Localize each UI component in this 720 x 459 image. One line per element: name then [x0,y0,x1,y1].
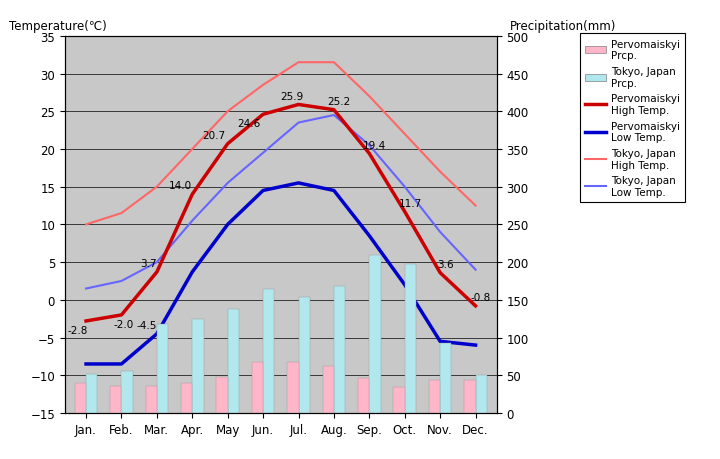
Bar [228,309,239,413]
Text: Precipitation(mm): Precipitation(mm) [510,20,616,33]
Legend: Pervomaiskyi
Prcp., Tokyo, Japan
Prcp., Pervomaiskyi
High Temp., Pervomaiskyi
Lo: Pervomaiskyi Prcp., Tokyo, Japan Prcp., … [580,34,685,203]
Text: 19.4: 19.4 [363,140,386,151]
Text: 11.7: 11.7 [398,198,422,208]
Text: 14.0: 14.0 [168,181,192,191]
Text: -2.8: -2.8 [67,325,87,335]
Text: -2.0: -2.0 [113,319,133,329]
Bar [429,380,440,413]
Text: 3.6: 3.6 [437,259,454,269]
Bar [358,379,369,413]
Text: 25.2: 25.2 [328,97,351,107]
Bar [323,366,334,413]
Bar [181,383,192,413]
Text: 20.7: 20.7 [202,131,225,140]
Bar [440,343,451,413]
Bar [464,380,475,413]
Bar [86,374,97,413]
Bar [145,386,157,413]
Bar [299,297,310,413]
Bar [216,377,228,413]
Text: -4.5: -4.5 [136,320,156,330]
Bar [192,319,204,413]
Bar [157,324,168,413]
Bar [369,255,381,413]
Text: 24.6: 24.6 [238,118,261,129]
Text: Temperature(℃): Temperature(℃) [9,20,107,33]
Bar [334,286,346,413]
Bar [252,362,263,413]
Bar [110,386,122,413]
Text: 25.9: 25.9 [280,91,303,101]
Bar [75,383,86,413]
Bar [122,371,132,413]
Text: 3.7: 3.7 [140,258,156,269]
Bar [287,362,299,413]
Bar [405,265,416,413]
Text: -0.8: -0.8 [471,292,491,302]
Bar [263,289,274,413]
Bar [475,375,487,413]
Bar [393,387,405,413]
